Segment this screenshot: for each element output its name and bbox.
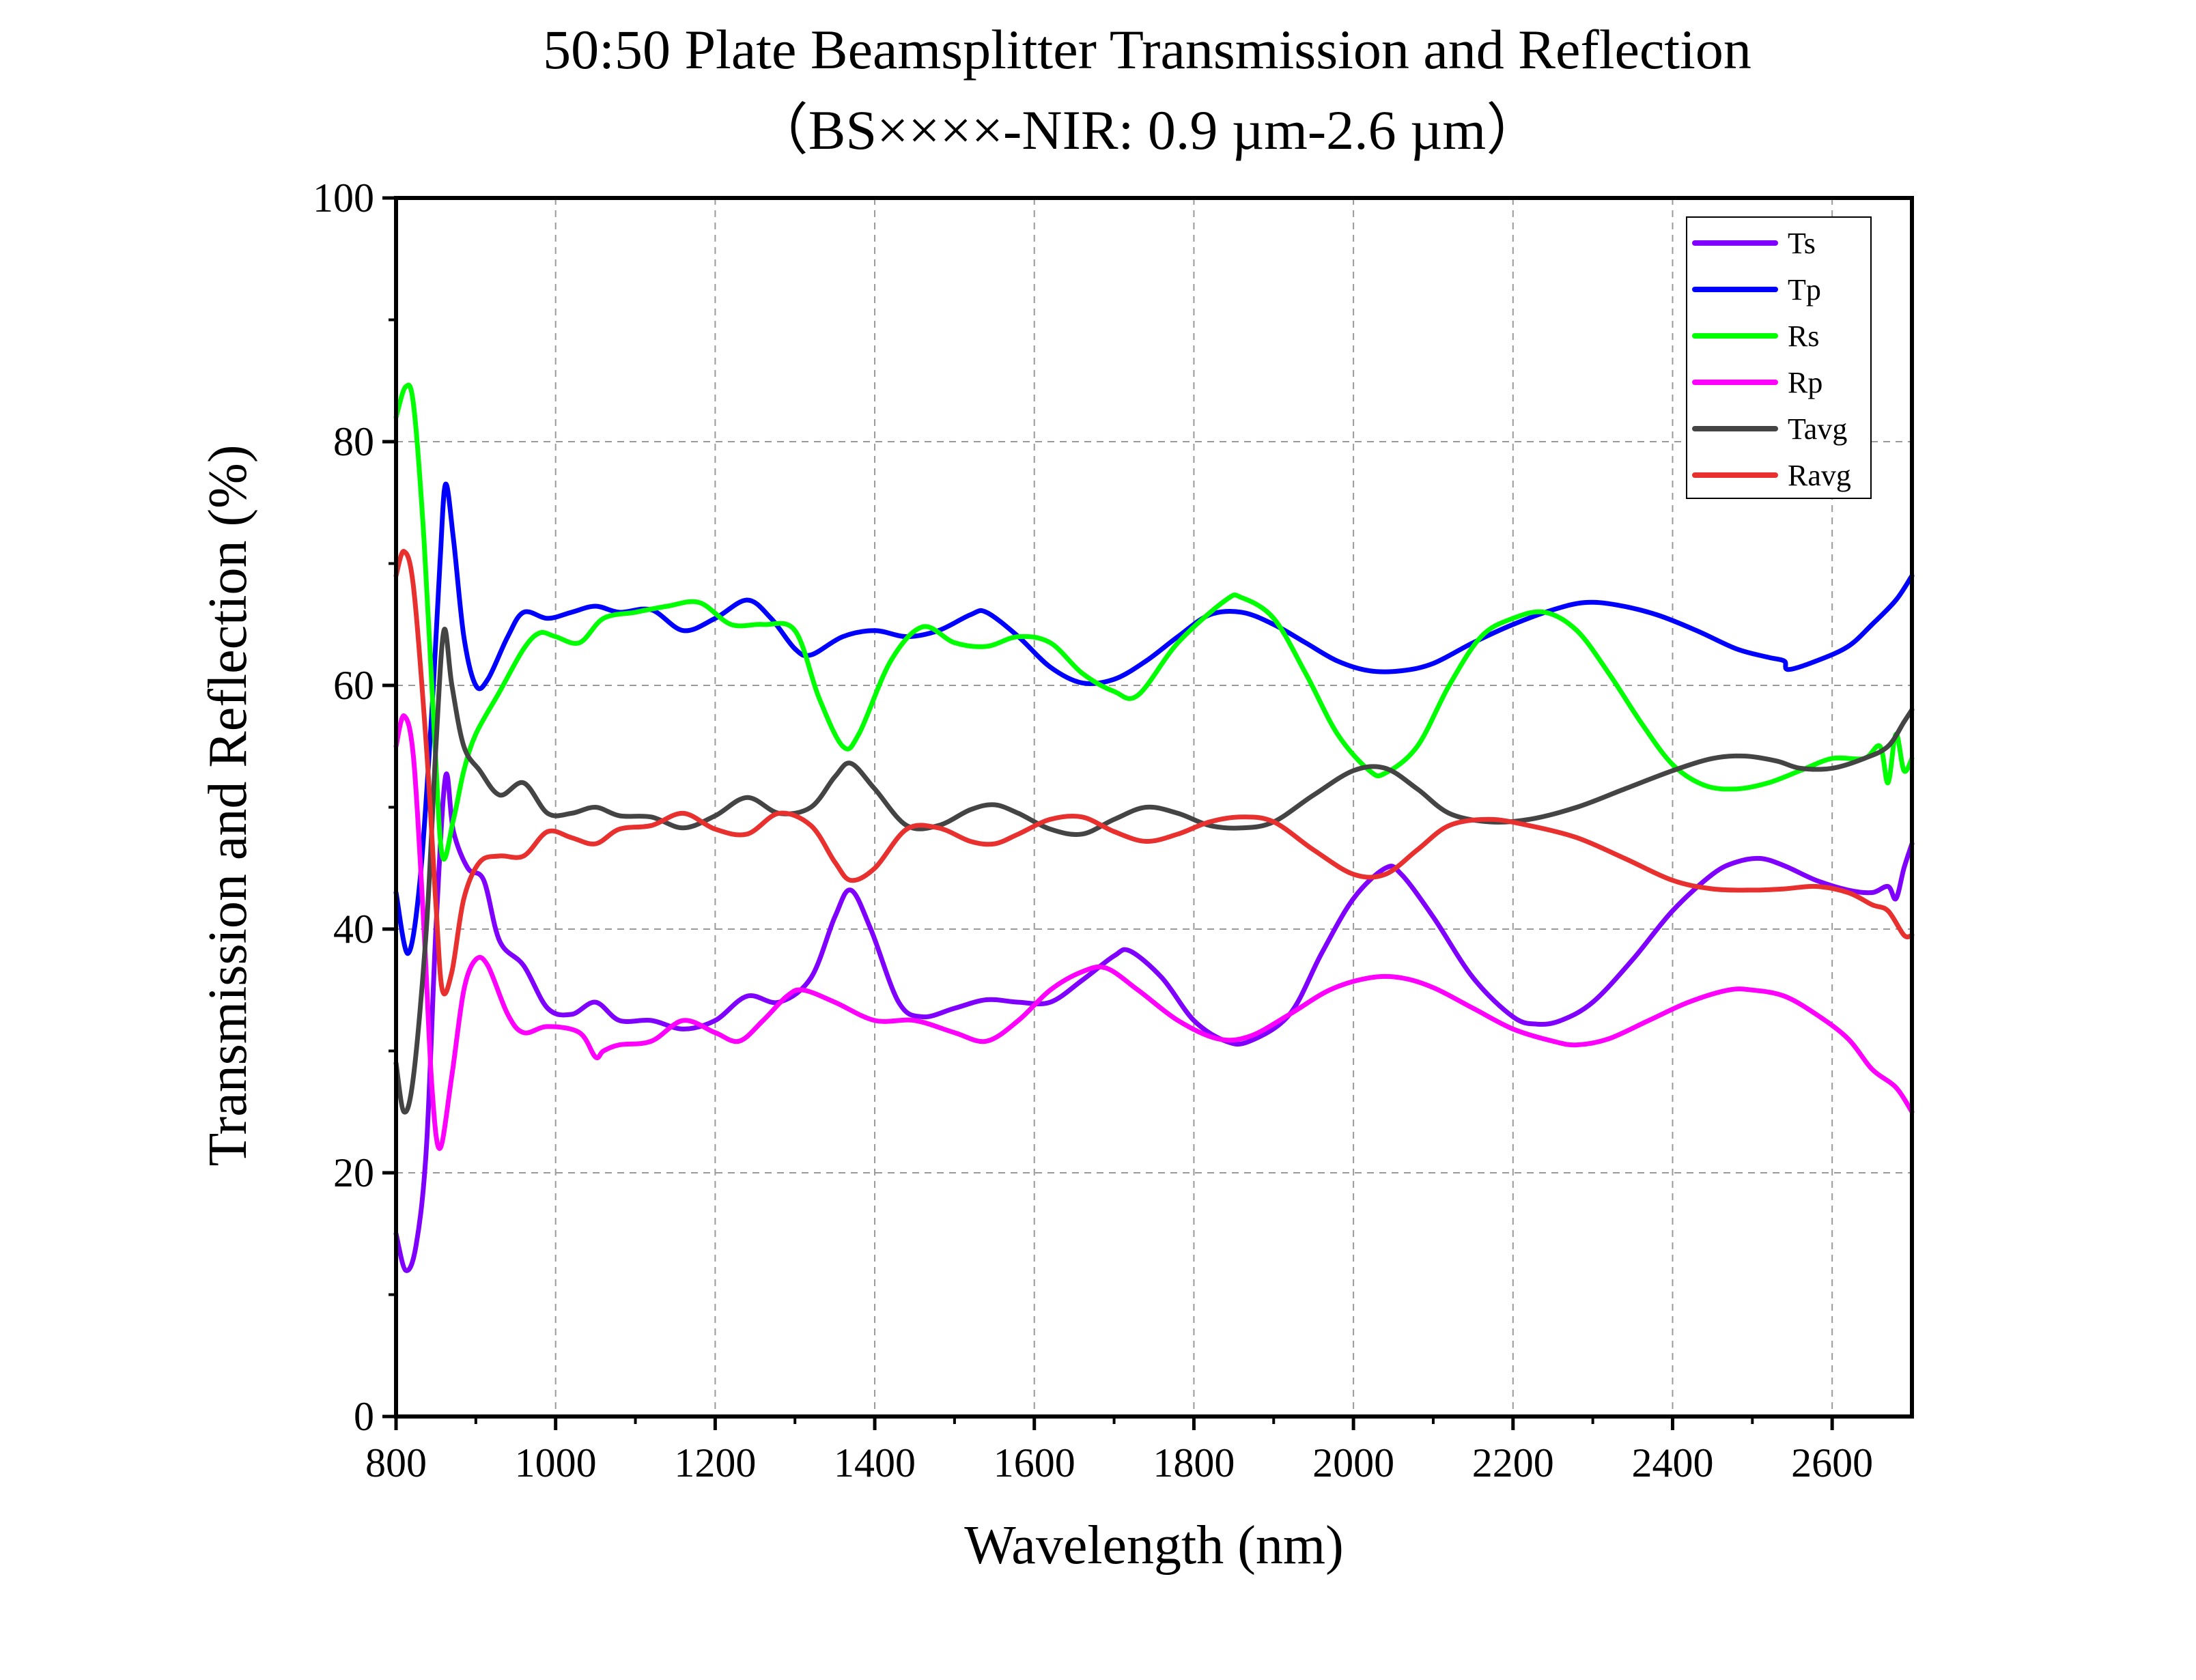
x-tick-label: 1000 [515, 1440, 597, 1485]
x-tick-label: 2200 [1472, 1440, 1554, 1485]
y-tick-label: 40 [333, 907, 374, 952]
chart-title: 50:50 Plate Beamsplitter Transmission an… [543, 18, 1751, 81]
legend-label-rp: Rp [1788, 366, 1822, 399]
plot-frame [394, 196, 1914, 1419]
chart-subtitle: （BS××××-NIR: 0.9 µm-2.6 µm） [752, 99, 1542, 161]
legend-box [1686, 216, 1872, 499]
y-tick-label: 80 [333, 419, 374, 464]
x-tick-label: 2000 [1312, 1440, 1394, 1485]
legend-label-ts: Ts [1788, 227, 1816, 260]
tick-labels: 800 1000 1200 1400 1600 1800 2000 2200 2400 2600 0… [313, 175, 1873, 1485]
axis-ticks [382, 196, 1834, 1430]
x-axis-label: Wavelength (nm) [964, 1515, 1344, 1576]
y-axis-label: Transmission and Reflection (%) [198, 445, 258, 1167]
x-tick-label: 2400 [1631, 1440, 1713, 1485]
x-tick-label: 1400 [834, 1440, 916, 1485]
x-tick-label: 1200 [674, 1440, 756, 1485]
y-tick-label: 0 [354, 1394, 374, 1439]
x-tick-label: 1800 [1153, 1440, 1235, 1485]
series-line-tp [393, 481, 1915, 956]
series-line-rp [393, 713, 1915, 1151]
series-line-rs [393, 382, 1915, 862]
series-group [393, 382, 1915, 1273]
x-tick-label: 2600 [1791, 1440, 1873, 1485]
grid [396, 198, 1912, 1416]
legend-label-rs: Rs [1788, 319, 1819, 353]
y-tick-label: 100 [313, 175, 374, 220]
legend-label-tavg: Tavg [1788, 412, 1847, 446]
x-tick-label: 1600 [994, 1440, 1075, 1485]
series-line-ts [393, 771, 1915, 1273]
series-line-ravg [393, 549, 1915, 997]
legend: Ts Tp Rs Rp Tavg Ravg [1686, 216, 1872, 499]
y-tick-label: 60 [333, 663, 374, 708]
legend-label-ravg: Ravg [1788, 459, 1851, 492]
legend-label-tp: Tp [1788, 273, 1821, 307]
series-line-tavg [393, 627, 1915, 1115]
x-tick-label: 800 [365, 1440, 427, 1485]
y-tick-label: 20 [333, 1150, 374, 1195]
